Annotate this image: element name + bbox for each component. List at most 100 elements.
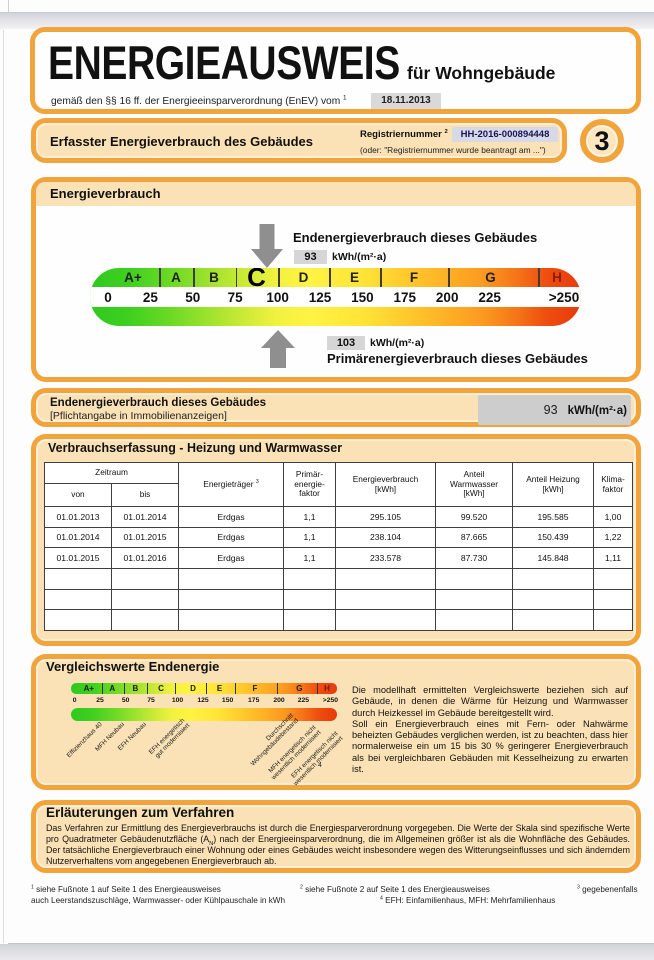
primary-energy-unit: kWh/(m²·a) xyxy=(370,337,425,349)
comparison-note-paragraph-1: Die modellhaft ermittelten Vergleichswer… xyxy=(352,685,628,718)
scale-num-75: 75 xyxy=(227,290,243,305)
table-cell: 238.104 xyxy=(335,526,437,549)
photo-left-edge xyxy=(3,30,4,943)
scale-letter-c: C xyxy=(247,268,266,292)
erlaeuterungen-text-a: Das Verfahren zur Ermittlung des Energie… xyxy=(46,823,630,844)
table-cell: 233.578 xyxy=(335,547,437,570)
footnote-1: 1 siehe Fußnote 1 auf Seite 1 des Energi… xyxy=(31,885,221,894)
table-cell-empty xyxy=(593,568,634,590)
table-cell-empty xyxy=(178,568,285,590)
comparison-scale-number: 100 xyxy=(171,697,184,704)
table-cell: 01.01.2016 xyxy=(110,547,180,570)
comparison-scale-separator xyxy=(206,683,208,694)
primary-energy-arrow-icon xyxy=(261,330,295,368)
page-number-badge: 3 xyxy=(580,119,624,163)
col-energieverbrauch: Energieverbrauch [kWh] xyxy=(335,462,437,507)
erlaeuterungen-box xyxy=(31,800,641,873)
scale-num-200: 200 xyxy=(435,290,459,305)
comparison-scale-letter: F xyxy=(252,684,258,693)
scale-separator xyxy=(193,268,195,287)
scale-num-125: 125 xyxy=(308,290,332,305)
col-anteil-heizung: Anteil Heizung [kWh] xyxy=(512,462,595,507)
verbrauchserfassung-title: Verbrauchserfassung - Heizung und Warmwa… xyxy=(48,441,343,455)
table-cell: 01.01.2013 xyxy=(44,506,112,528)
table-cell: 195.585 xyxy=(512,506,595,528)
scale-separator xyxy=(159,268,161,287)
erfasster-bar: Erfasster Energieverbrauch des Gebäudes … xyxy=(31,118,567,163)
enev-date: 18.11.2013 xyxy=(371,93,441,109)
vergleichswerte-box xyxy=(31,654,641,790)
photo-bottom-band xyxy=(0,944,654,960)
table-cell-empty xyxy=(283,588,337,611)
table-cell: 150.439 xyxy=(512,526,595,549)
scale-letter-f: F xyxy=(409,269,419,285)
comparison-scale-letter: C xyxy=(158,684,164,693)
comparison-footnote-marker: 4 xyxy=(318,762,322,769)
table-cell: 1,22 xyxy=(593,526,634,549)
scale-letter-d: D xyxy=(298,269,309,285)
table-cell: 1,1 xyxy=(283,526,337,549)
footnote-2: 2 siehe Fußnote 2 auf Seite 1 des Energi… xyxy=(300,885,490,894)
comparison-scale-letter: D xyxy=(190,684,196,693)
table-cell: 01.01.2014 xyxy=(44,526,112,549)
table-row-empty xyxy=(44,609,634,632)
comparison-scale-number: 175 xyxy=(248,697,260,704)
pflicht-unit: kWh/(m²·a) xyxy=(567,405,627,417)
comparison-scale-separator xyxy=(147,683,149,694)
pflicht-subtitle: [Pflichtangabe in Immobilienanzeigen] xyxy=(50,410,227,422)
end-energy-value: 93 xyxy=(294,250,327,264)
footnote-1-text: siehe Fußnote 1 auf Seite 1 des Energiea… xyxy=(36,885,221,894)
table-cell-empty xyxy=(512,588,595,611)
table-cell-empty xyxy=(178,609,285,632)
table-cell-empty xyxy=(335,609,437,632)
table-cell: 87.730 xyxy=(435,547,514,570)
scale-letter-b: B xyxy=(209,269,219,285)
comparison-scale-separator xyxy=(102,683,104,694)
table-cell: 01.01.2015 xyxy=(44,547,112,570)
end-energy-unit: kWh/(m²·a) xyxy=(332,251,387,263)
table-cell-empty xyxy=(44,609,112,632)
table-cell: 1,11 xyxy=(593,547,634,570)
comparison-note-paragraph-2: Soll ein Energieverbrauch eines mit Fern… xyxy=(352,718,628,775)
table-cell-empty xyxy=(512,568,595,590)
table-cell-empty xyxy=(283,568,337,590)
table-cell: 145.848 xyxy=(512,547,595,570)
footnote-2-text: siehe Fußnote 2 auf Seite 1 des Energiea… xyxy=(305,885,490,894)
table-cell: 1,1 xyxy=(283,506,337,528)
erlaeuterungen-text-b: ) nach der Energieeinsparverordnung, die… xyxy=(46,833,630,866)
table-row: 01.01.2014 01.01.2015 Erdgas 1,1 238.104 87… xyxy=(44,526,634,549)
footnote-marker-2: 2 xyxy=(300,884,303,891)
comparison-scale-letters: A+ A B C D E F G H xyxy=(71,683,337,694)
table-cell: 01.01.2014 xyxy=(110,506,180,528)
erlaeuterungen-title: Erläuterungen zum Verfahren xyxy=(46,805,235,820)
table-row-empty xyxy=(44,568,634,590)
table-cell-empty xyxy=(512,609,595,632)
primary-energy-label: Primärenergieverbrauch dieses Gebäudes xyxy=(327,351,588,366)
comparison-scale-separator xyxy=(124,683,126,694)
comparison-scale-letter: G xyxy=(296,684,303,693)
table-cell-empty xyxy=(335,588,437,611)
table-cell-empty xyxy=(335,568,437,590)
table-row-empty xyxy=(44,588,634,611)
table-cell-empty xyxy=(435,568,514,590)
scale-num-25: 25 xyxy=(142,290,158,305)
comparison-scale-gradient xyxy=(71,708,337,721)
scale-num-150: 150 xyxy=(351,290,374,305)
erfasster-title: Erfasster Energieverbrauch des Gebäudes xyxy=(50,134,314,149)
table-cell: 99.520 xyxy=(435,506,514,528)
table-cell: Erdgas xyxy=(178,506,285,528)
pflicht-value-box: 93 kWh/(m²·a) xyxy=(478,395,631,425)
scale-separator xyxy=(448,268,450,287)
table-cell-empty xyxy=(178,588,285,611)
table-cell-empty xyxy=(435,609,514,632)
footnote-4-text: EFH: Einfamilienhaus, MFH: Mehrfamilienh… xyxy=(385,896,556,905)
comparison-scale-number: 125 xyxy=(197,697,209,704)
comparison-scale-separator xyxy=(317,683,319,694)
registration-label: Registriernummer 2 xyxy=(360,129,448,140)
pflicht-bar: Endenergieverbrauch dieses Gebäudes [Pfl… xyxy=(31,388,641,427)
photo-left-edge-top xyxy=(8,0,9,12)
table-cell: 1,1 xyxy=(283,547,337,570)
registration-label-text: Registriernummer xyxy=(360,129,442,140)
comparison-scale-number: 50 xyxy=(121,697,130,704)
law-footnote-marker: 1 xyxy=(343,94,347,102)
